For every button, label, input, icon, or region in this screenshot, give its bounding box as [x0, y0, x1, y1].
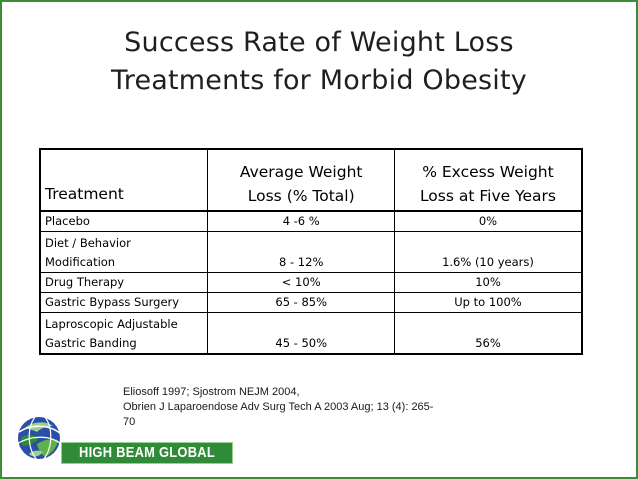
table-row: Drug Therapy < 10% 10% [39, 272, 583, 293]
citation-line-1: Eliosoff 1997; Sjostrom NEJM 2004, [123, 386, 300, 398]
cell-treatment-line-2: Modification [45, 255, 116, 269]
table-row: Gastric Bypass Surgery 65 - 85% Up to 10… [39, 292, 583, 313]
header-excess-line-1: % Excess Weight [422, 163, 554, 181]
cell-excess-loss: 10% [393, 272, 583, 293]
cell-average-loss: 8 - 12% [207, 231, 395, 273]
cell-treatment-line-1: Laproscopic Adjustable [45, 317, 178, 331]
logo-text: HIGH BEAM GLOBAL [79, 444, 215, 461]
cell-treatment: Placebo [39, 210, 209, 232]
slide-title: Success Rate of Weight Loss Treatments f… [2, 24, 636, 100]
cell-treatment-line-2: Gastric Banding [45, 336, 137, 350]
cell-treatment: Drug Therapy [39, 272, 209, 293]
logo-banner: HIGH BEAM GLOBAL [61, 442, 233, 464]
header-excess-weight-loss: % Excess Weight Loss at Five Years [393, 148, 583, 212]
cell-treatment: Laproscopic Adjustable Gastric Banding [39, 312, 209, 355]
cell-excess-loss: 1.6% (10 years) [393, 231, 583, 273]
table-header-row: Treatment Average Weight Loss (% Total) … [39, 148, 583, 212]
cell-average-loss: < 10% [207, 272, 395, 293]
citation: Eliosoff 1997; Sjostrom NEJM 2004, Obrie… [123, 385, 493, 430]
cell-excess-loss: Up to 100% [393, 292, 583, 313]
high-beam-global-logo: HIGH BEAM GLOBAL [15, 414, 235, 470]
citation-line-2: Obrien J Laparoendose Adv Surg Tech A 20… [123, 401, 434, 413]
table-row: Diet / Behavior Modification 8 - 12% 1.6… [39, 231, 583, 273]
header-excess-line-2: Loss at Five Years [419, 187, 556, 205]
header-avg-line-2: Loss (% Total) [247, 187, 355, 205]
table-row: Placebo 4 -6 % 0% [39, 210, 583, 232]
cell-average-loss: 65 - 85% [207, 292, 395, 313]
header-avg-line-1: Average Weight [239, 163, 363, 181]
header-average-weight-loss: Average Weight Loss (% Total) [207, 148, 395, 212]
cell-treatment-line-1: Diet / Behavior [45, 236, 131, 250]
cell-treatment: Diet / Behavior Modification [39, 231, 209, 273]
globe-icon [16, 416, 62, 461]
cell-treatment: Gastric Bypass Surgery [39, 292, 209, 313]
cell-average-loss: 45 - 50% [207, 312, 395, 355]
cell-excess-loss: 0% [393, 210, 583, 232]
table-row: Laproscopic Adjustable Gastric Banding 4… [39, 312, 583, 355]
header-treatment: Treatment [39, 148, 209, 212]
cell-excess-loss: 56% [393, 312, 583, 355]
cell-average-loss: 4 -6 % [207, 210, 395, 232]
title-line-2: Treatments for Morbid Obesity [111, 65, 527, 96]
title-line-1: Success Rate of Weight Loss [124, 27, 514, 58]
weight-loss-table: Treatment Average Weight Loss (% Total) … [39, 148, 583, 355]
citation-line-3: 70 [123, 416, 136, 428]
